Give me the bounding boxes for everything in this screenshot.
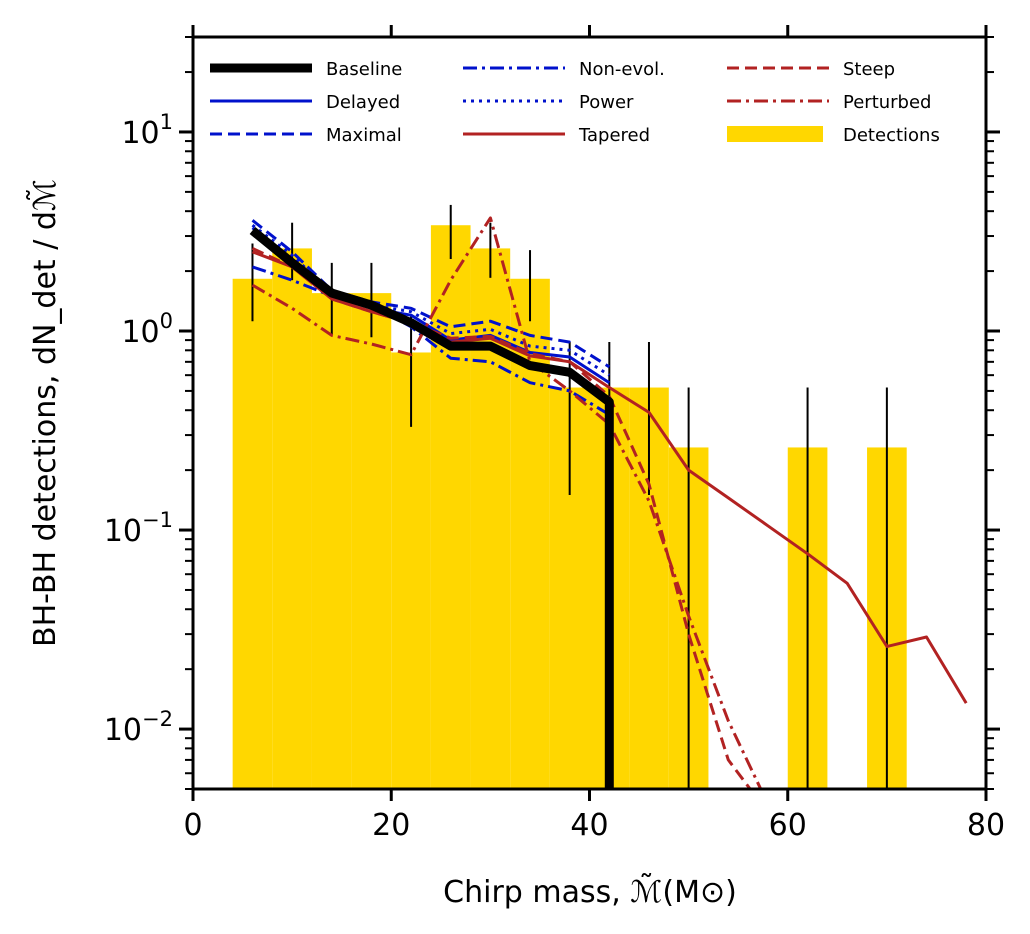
model-lines (249, 216, 968, 789)
legend-swatch-detections (727, 126, 823, 142)
series-line-perturbed (251, 216, 763, 789)
x-tick-label: 20 (372, 808, 410, 843)
x-tick-label: 60 (769, 808, 807, 843)
legend-label-maximal: Maximal (326, 125, 402, 146)
series-line-baseline (249, 227, 614, 789)
y-tick-label: 10−2 (104, 707, 173, 748)
series-line-steep (251, 247, 752, 789)
detection-bar-5 (430, 225, 471, 789)
x-tick-label: 80 (967, 808, 1005, 843)
detection-bars (232, 225, 907, 789)
legend-label-delayed: Delayed (326, 92, 400, 113)
y-axis-label: BH-BH detections, dN_det / dℳ̃ (27, 179, 63, 647)
legend-label-perturbed: Perturbed (843, 92, 931, 113)
y-tick-label: 101 (121, 110, 173, 151)
x-tick-label: 0 (183, 808, 202, 843)
y-tick-label: 10−1 (104, 508, 173, 549)
legend-label-tapered: Tapered (578, 125, 650, 146)
legend-label-power: Power (579, 92, 634, 113)
legend-label-steep: Steep (843, 59, 895, 80)
series-line-power (251, 224, 611, 377)
detection-bar-2 (311, 293, 352, 789)
series-line-non-evol (252, 265, 611, 416)
legend: Baseline Delayed Maximal Non-evol. Power Tape… (210, 59, 940, 146)
detection-bar-0 (232, 278, 273, 789)
y-tick-label: 100 (121, 309, 173, 350)
detection-bar-3 (351, 293, 392, 789)
x-axis-label: Chirp mass, ℳ̃(M⊙) (443, 874, 737, 910)
x-tick-label: 40 (570, 808, 608, 843)
legend-label-non-evol: Non-evol. (579, 59, 665, 80)
legend-label-baseline: Baseline (326, 59, 402, 80)
axis-ticks: 0 20 40 60 80 10−2 10−1 100 101 (104, 25, 1005, 843)
detection-bar-1 (272, 248, 312, 789)
legend-label-detections: Detections (843, 125, 940, 146)
